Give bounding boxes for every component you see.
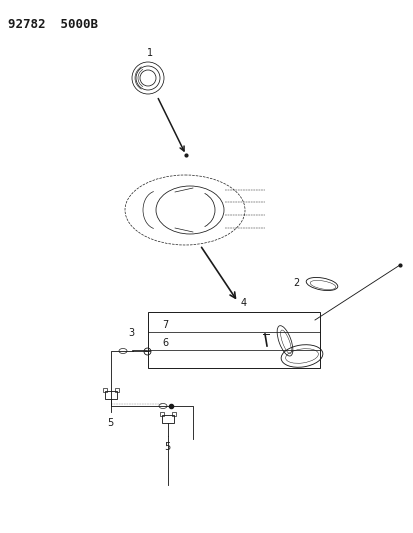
Text: 1: 1 (147, 48, 153, 58)
Bar (103, 388, 107, 392)
Text: 7: 7 (161, 320, 168, 329)
Bar (171, 412, 176, 416)
Text: 92782  5000B: 92782 5000B (8, 18, 98, 31)
Text: 5: 5 (164, 442, 170, 452)
Bar (115, 388, 119, 392)
Text: 5: 5 (107, 418, 113, 428)
Bar (105, 391, 117, 399)
Text: 6: 6 (161, 338, 168, 348)
Bar (161, 415, 173, 423)
Text: 3: 3 (128, 328, 134, 338)
Bar (147, 312, 319, 368)
Bar (159, 412, 164, 416)
Text: 2: 2 (293, 278, 299, 288)
Text: 4: 4 (240, 298, 247, 308)
